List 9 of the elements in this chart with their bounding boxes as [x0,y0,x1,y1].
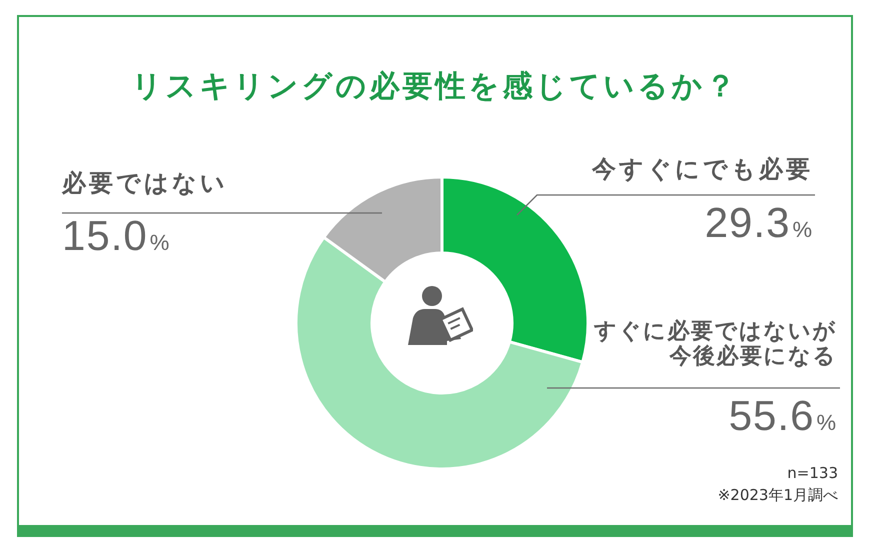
slice-label: 必要ではない [61,169,228,197]
chart-title: リスキリングの必要性を感じているか？ [130,68,740,106]
text: n=133 [786,463,838,484]
text: ※2023年1月調べ [718,485,838,506]
data-label: 55.6% [728,392,837,439]
slice-label: すぐに必要ではないが今後必要になる [593,319,837,369]
data-label: 15.0% [62,212,170,259]
slice-label: 今すぐにでも必要 [591,155,813,183]
data-label: 29.3% [704,199,813,246]
